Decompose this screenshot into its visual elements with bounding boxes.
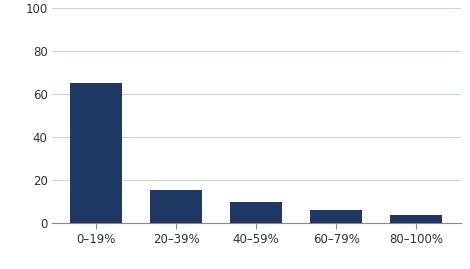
Bar <box>230 202 282 223</box>
Bar <box>150 190 202 223</box>
Bar <box>70 83 122 223</box>
Bar <box>310 210 362 223</box>
Bar <box>390 215 442 223</box>
